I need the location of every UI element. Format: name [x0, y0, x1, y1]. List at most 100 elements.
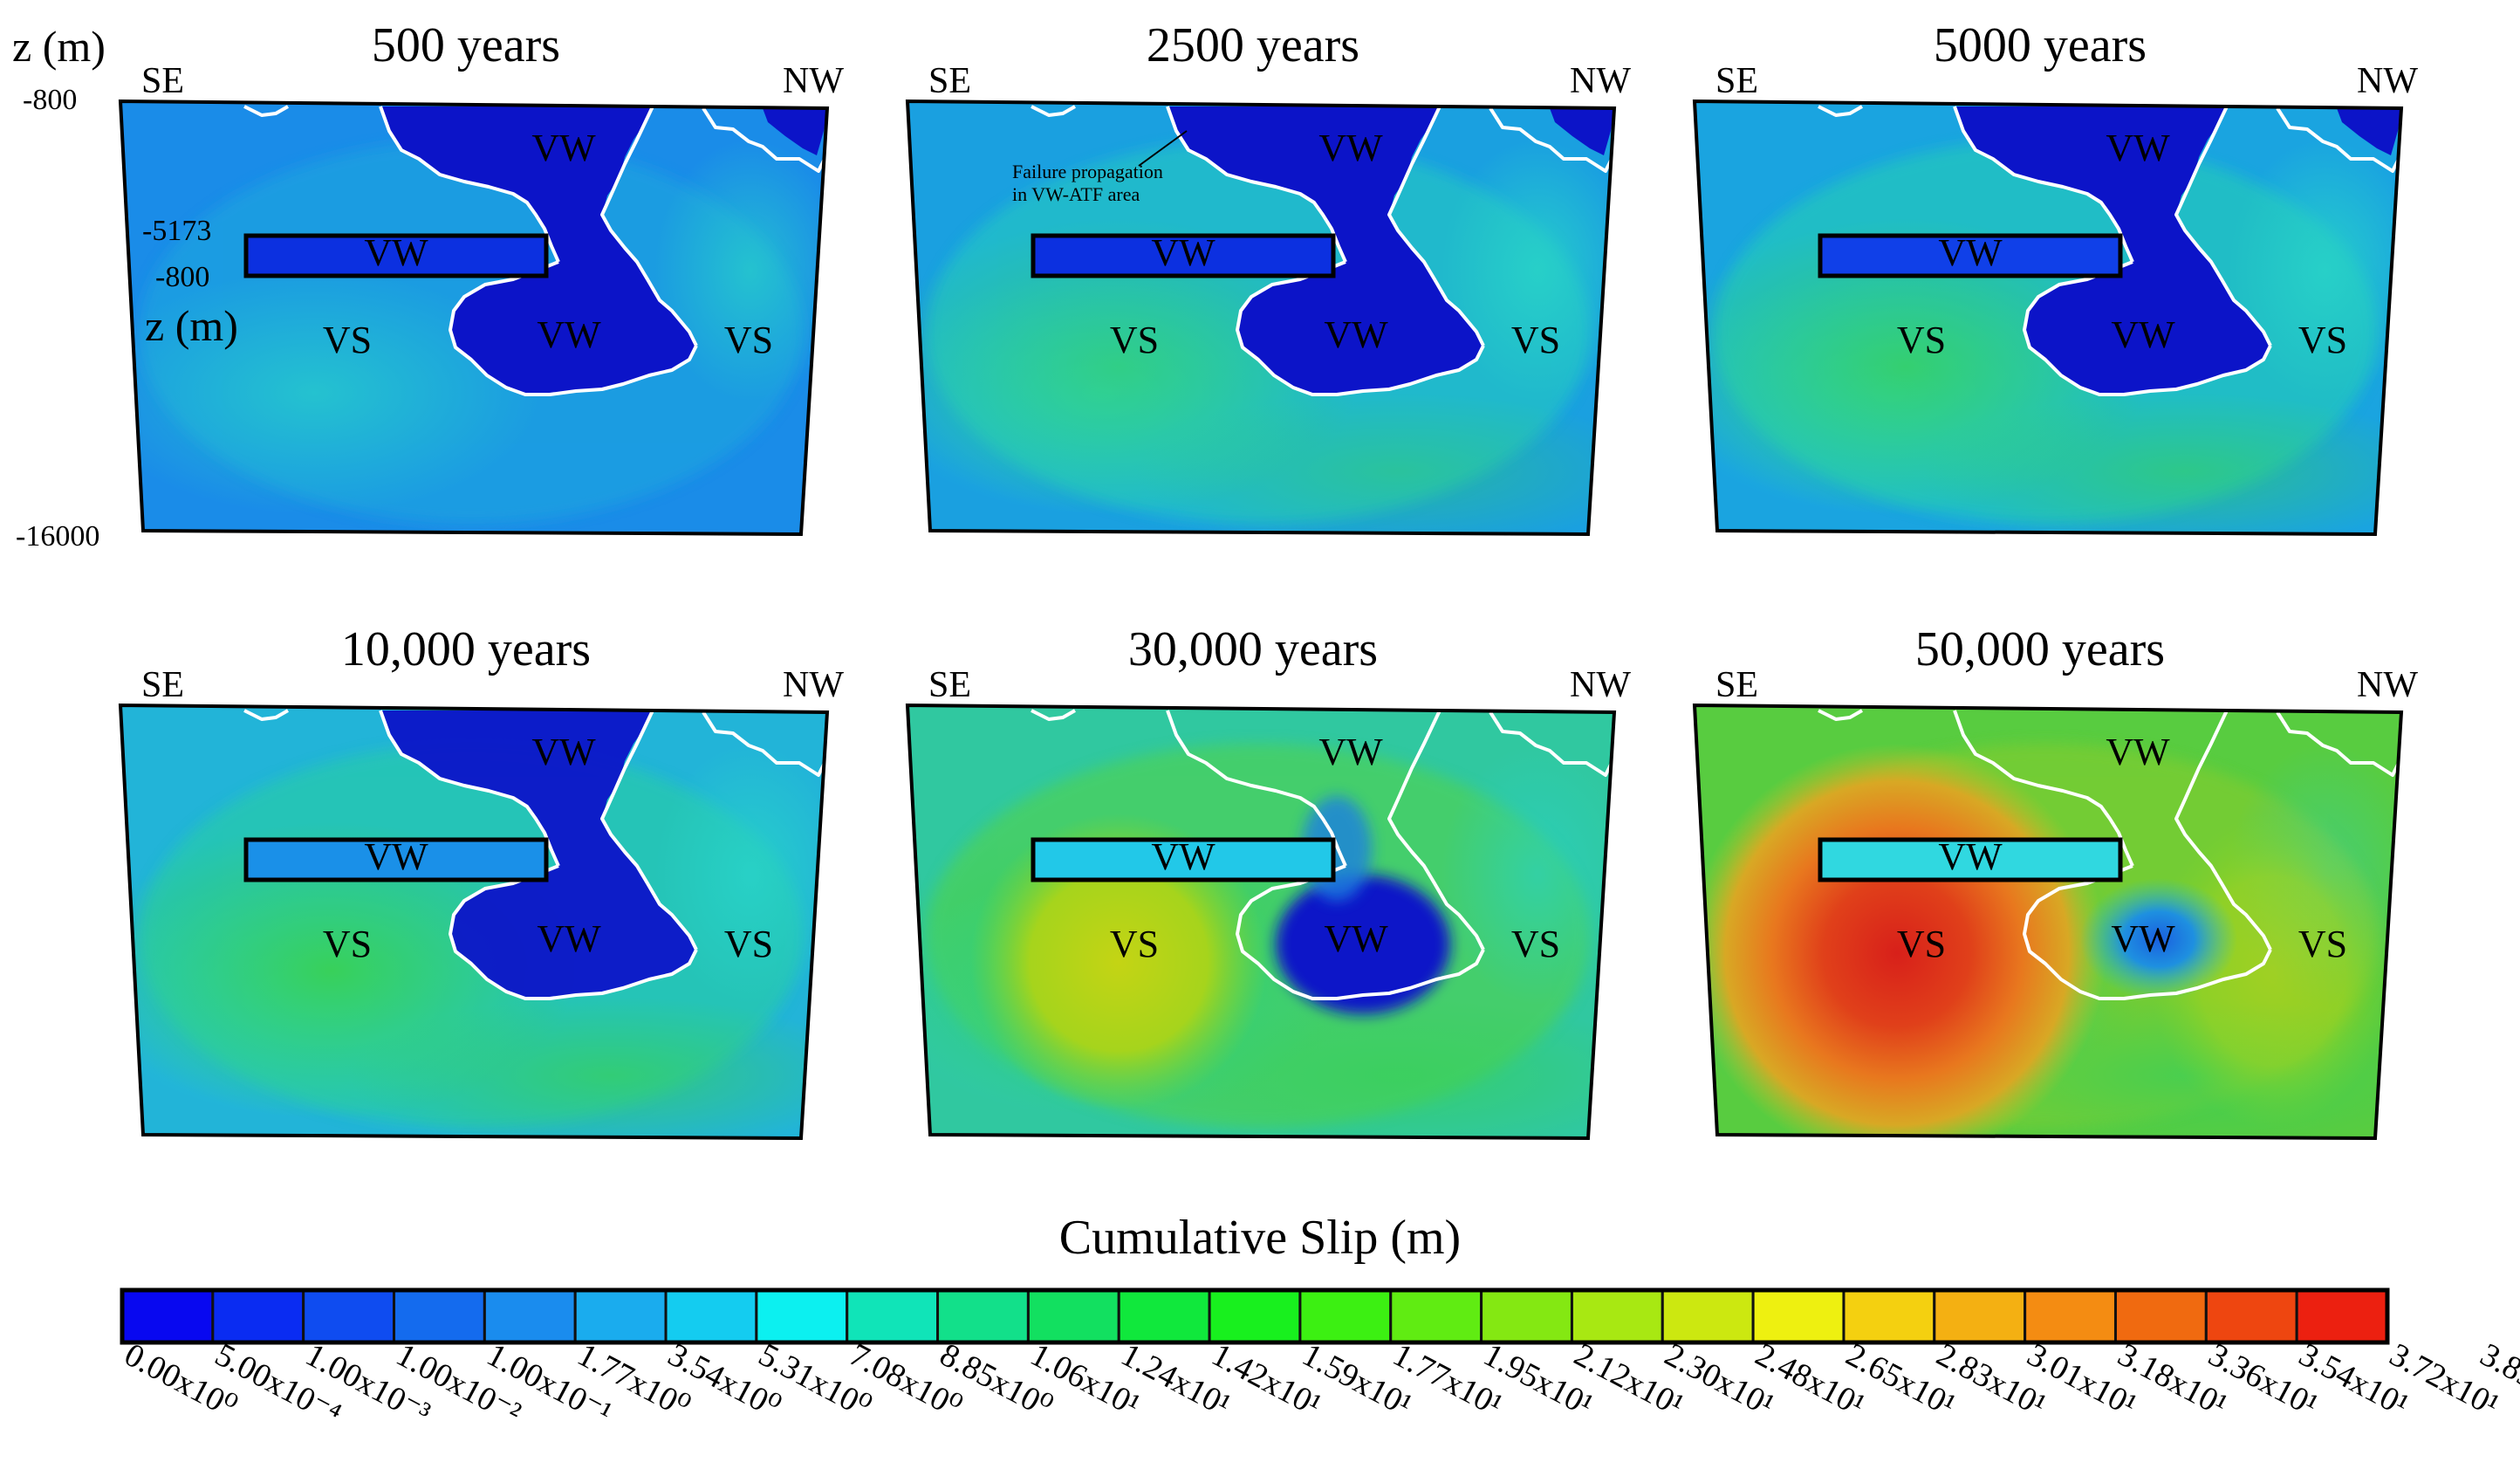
vw-core: [1276, 875, 1450, 1014]
orientation-se: SE: [928, 61, 971, 101]
depth-label-bottom: -16000: [16, 520, 99, 553]
field-blob-right: [2229, 140, 2401, 402]
colorbar-swatch: [2295, 1288, 2389, 1344]
panel-frame: [1692, 99, 2404, 537]
zone-label-vs-right: VS: [724, 923, 773, 965]
colorbar-swatch: [573, 1288, 668, 1344]
panel-frame: [118, 703, 830, 1141]
orientation-nw: NW: [1570, 61, 1631, 101]
zone-label-vw-inset: VW: [364, 835, 428, 878]
colorbar-swatch: [302, 1288, 396, 1344]
orientation-se: SE: [928, 665, 971, 705]
colorbar-swatch: [1751, 1288, 1845, 1344]
boundary-line: [702, 711, 827, 777]
colorbar-swatch: [1661, 1288, 1755, 1344]
boundary-line: [1387, 106, 1485, 347]
inset-label-bottom: -800: [155, 261, 209, 293]
boundary-line: [1818, 105, 1863, 117]
zone-label-vw-top: VW: [531, 731, 596, 773]
orientation-se: SE: [1715, 61, 1758, 101]
boundary-line: [1489, 711, 1614, 777]
boundary-line: [243, 105, 289, 117]
z-axis-label-top: z (m): [12, 22, 106, 71]
boundary-line: [1236, 260, 1485, 396]
boundary-line: [1236, 864, 1485, 1000]
zone-label-vs-right: VS: [724, 319, 773, 361]
orientation-se: SE: [141, 665, 184, 705]
panel-title: 50,000 years: [1915, 622, 2165, 676]
panel-1: 500 years SE NW VW VW VW VS VS: [118, 18, 844, 537]
colorbar-swatch: [1842, 1288, 1936, 1344]
slip-field: [1695, 705, 2401, 1138]
colorbar-outline: [120, 1287, 2390, 1345]
boundary-line: [600, 710, 698, 951]
vw-vs-boundaries: [243, 105, 827, 396]
field-green-bottom: [1136, 393, 1614, 534]
colorbar-swatch: [211, 1288, 305, 1344]
zone-label-vw-top: VW: [1318, 731, 1383, 773]
colorbar-swatch: [393, 1288, 486, 1344]
vw-vs-boundaries: [1818, 105, 2401, 396]
colorbar-swatch: [936, 1288, 1030, 1344]
colorbar-swatch: [1117, 1288, 1211, 1344]
colorbar-title: Cumulative Slip (m): [1059, 1211, 1461, 1265]
boundary-line: [379, 710, 560, 867]
boundary-line: [2023, 864, 2272, 1000]
zone-label-vs-left: VS: [1897, 923, 1946, 965]
panel-3: 5000 years SE NW VW VW VW VS VS: [1692, 18, 2418, 537]
vw-atf-inset: [1031, 233, 1336, 278]
orientation-se: SE: [141, 61, 184, 101]
zone-label-vw-lower: VW: [537, 313, 601, 356]
boundary-line: [2174, 710, 2272, 951]
zone-label-vs-left: VS: [1110, 923, 1159, 965]
boundary-line: [449, 260, 698, 396]
boundary-line: [1166, 710, 1347, 867]
panel-6: 50,000 years SE NW VW VW VW VS VS: [1692, 622, 2418, 1141]
vw-atf-inset: [243, 837, 549, 882]
boundary-line: [2174, 106, 2272, 347]
orientation-se: SE: [1715, 665, 1758, 705]
boundary-line: [1387, 710, 1485, 951]
panels-grid: 500 years SE NW VW VW VW VS VS 2500 years SE NW VW V…: [118, 18, 2418, 1141]
colorbar-swatch: [664, 1288, 758, 1344]
zone-label-vw-top: VW: [2106, 127, 2170, 169]
zone-label-vw-lower: VW: [1324, 917, 1388, 960]
field-blob-left: [120, 271, 541, 515]
zone-label-vw-inset: VW: [1938, 231, 2003, 274]
zone-label-vw-inset: VW: [1151, 231, 1215, 274]
zone-label-vw-inset: VW: [364, 231, 428, 274]
boundary-line: [1489, 106, 1614, 173]
panel-title: 500 years: [372, 18, 560, 72]
boundary-line: [2276, 711, 2401, 777]
z-axis-label-inset: z (m): [145, 301, 238, 350]
field-green-bottom: [1923, 393, 2401, 534]
orientation-nw: NW: [1570, 665, 1631, 705]
panel-frame: [905, 703, 1617, 1141]
vw-vs-boundaries: [1031, 105, 1614, 396]
panel-4: 10,000 years SE NW VW VW VW VS VS: [118, 622, 844, 1141]
colorbar: [120, 1287, 2390, 1345]
panel-title: 2500 years: [1147, 18, 1359, 72]
panel-frame: [905, 99, 1617, 537]
field-blob-right: [1441, 140, 1614, 402]
zone-label-vw-lower: VW: [2111, 313, 2175, 356]
boundary-line: [1953, 710, 2134, 867]
panel-title: 30,000 years: [1128, 622, 1378, 676]
annotation-leader-line: [1138, 130, 1188, 167]
annotation-line-1: Failure propagation: [1012, 161, 1163, 182]
colorbar-swatch: [1480, 1288, 1573, 1344]
panel-2: 2500 years SE NW VW VW VW VS VS: [905, 18, 1631, 537]
zone-label-vs-right: VS: [1511, 923, 1560, 965]
field-green-bottom: [1136, 997, 1614, 1138]
zone-label-vs-left: VS: [323, 923, 372, 965]
boundary-line: [449, 864, 698, 1000]
panel-title: 5000 years: [1934, 18, 2147, 72]
vw-atf-inset: [1818, 837, 2123, 882]
boundary-line: [1166, 106, 1347, 263]
orientation-nw: NW: [2357, 61, 2418, 101]
field-yellow-right: [2150, 814, 2394, 1128]
vw-region-corner: [2337, 108, 2401, 155]
panel-5: 30,000 years SE NW VW VW VW VS VS: [905, 622, 1631, 1141]
zone-label-vw-lower: VW: [537, 917, 601, 960]
